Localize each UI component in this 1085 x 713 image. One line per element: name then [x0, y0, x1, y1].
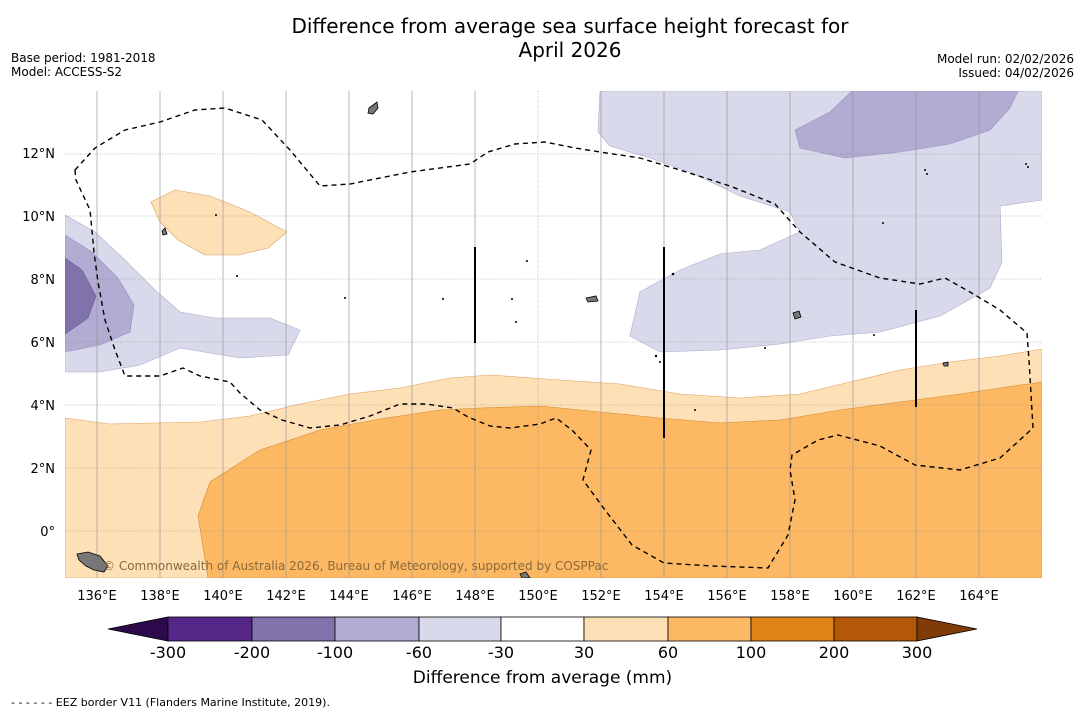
- atoll: [511, 298, 513, 300]
- atoll: [442, 298, 444, 300]
- colorbar-tick: 60: [658, 643, 678, 662]
- meta-left: Base period: 1981-2018 Model: ACCESS-S2: [11, 51, 156, 79]
- colorbar: -300 -200 -100 -60 -30 30 60 100 200 300: [107, 616, 978, 662]
- colorbar-tick: 200: [819, 643, 850, 662]
- base-period: Base period: 1981-2018: [11, 51, 156, 65]
- atoll: [764, 347, 766, 349]
- lat-label: 0°: [40, 525, 55, 540]
- island: [76, 551, 109, 573]
- title-line-1: Difference from average sea surface heig…: [291, 14, 849, 38]
- colorbar-segment: [251, 616, 336, 642]
- lon-label: 146°E: [392, 589, 432, 604]
- atoll: [654, 354, 658, 358]
- atoll: [873, 334, 875, 336]
- atoll: [694, 409, 696, 411]
- colorbar-extend-high: [916, 616, 978, 642]
- lat-label: 8°N: [31, 273, 56, 288]
- lat-label: 4°N: [31, 399, 56, 414]
- map-credit: © Commonwealth of Australia 2026, Bureau…: [103, 559, 608, 573]
- lon-label: 154°E: [644, 589, 684, 604]
- island: [942, 361, 949, 367]
- colorbar-tick: -30: [488, 643, 514, 662]
- island: [367, 101, 379, 115]
- colorbar-extend-low: [107, 616, 169, 642]
- atoll: [1025, 163, 1027, 165]
- colorbar-tick: -60: [406, 643, 432, 662]
- latitude-labels: 12°N 10°N 8°N 6°N 4°N 2°N 0°: [22, 147, 55, 540]
- lon-label: 150°E: [518, 589, 558, 604]
- atoll: [659, 361, 661, 363]
- model-run: Model run: 02/02/2026: [936, 52, 1074, 66]
- colorbar-segment: [750, 616, 835, 642]
- lat-label: 12°N: [22, 147, 55, 162]
- atoll: [926, 173, 928, 175]
- colorbar-tick: -300: [150, 643, 186, 662]
- atoll: [924, 169, 926, 171]
- colorbar-segment: [583, 616, 669, 642]
- island: [161, 227, 168, 236]
- eez-border: [74, 107, 1034, 569]
- lon-label: 136°E: [77, 589, 117, 604]
- lat-label: 6°N: [31, 336, 56, 351]
- colorbar-ticks: -300 -200 -100 -60 -30 30 60 100 200 300: [150, 643, 932, 662]
- anomaly-dark-purple-west: [65, 257, 97, 335]
- colorbar-tick: 300: [902, 643, 933, 662]
- lon-label: 142°E: [266, 589, 306, 604]
- atolls: [215, 163, 1029, 411]
- model-name: Model: ACCESS-S2: [11, 65, 123, 79]
- lat-label: 2°N: [31, 462, 56, 477]
- title-line-2: April 2026: [518, 38, 622, 62]
- colorbar-segment: [418, 616, 502, 642]
- longitude-labels: 136°E 138°E 140°E 142°E 144°E 146°E 148°…: [77, 589, 999, 604]
- latitude-gridlines: [65, 153, 1042, 532]
- lon-label: 152°E: [581, 589, 621, 604]
- colorbar-segment: [500, 616, 585, 642]
- colorbar-segment: [833, 616, 918, 642]
- colorbar-tick: 100: [736, 643, 767, 662]
- lon-label: 144°E: [329, 589, 369, 604]
- lon-label: 156°E: [707, 589, 747, 604]
- anomaly-light-orange-blob: [150, 189, 288, 256]
- atoll: [526, 260, 528, 262]
- anomaly-orange-south: [197, 381, 1042, 578]
- atoll: [215, 214, 217, 216]
- colorbar-tick: 30: [574, 643, 594, 662]
- atoll: [236, 275, 238, 277]
- lon-label: 138°E: [140, 589, 180, 604]
- lon-label: 158°E: [770, 589, 810, 604]
- map-area: © Commonwealth of Australia 2026, Bureau…: [65, 91, 1042, 578]
- marker-lines: [474, 247, 917, 438]
- issued-date: Issued: 04/02/2026: [958, 66, 1074, 80]
- island: [585, 295, 599, 303]
- atoll: [344, 297, 346, 299]
- atoll: [1027, 166, 1029, 168]
- atoll: [882, 222, 884, 224]
- islands: [76, 101, 949, 578]
- island: [792, 310, 802, 320]
- lon-label: 160°E: [833, 589, 873, 604]
- colorbar-tick: -100: [317, 643, 353, 662]
- atoll: [671, 272, 675, 276]
- lon-label: 164°E: [959, 589, 999, 604]
- colorbar-segment: [167, 616, 253, 642]
- colorbar-tick: -200: [234, 643, 270, 662]
- atoll: [515, 321, 517, 323]
- lon-label: 148°E: [455, 589, 495, 604]
- lat-label: 10°N: [22, 210, 55, 225]
- island: [519, 571, 531, 578]
- colorbar-segment: [667, 616, 752, 642]
- anomaly-mid-purple-east: [794, 91, 1019, 159]
- chart-title: Difference from average sea surface heig…: [220, 14, 920, 62]
- anomaly-light-purple-east: [597, 91, 1042, 353]
- colorbar-segment: [334, 616, 420, 642]
- eez-footnote: - - - - - - EEZ border V11 (Flanders Mar…: [11, 696, 330, 709]
- meta-right: Model run: 02/02/2026 Issued: 04/02/2026: [937, 52, 1074, 80]
- colorbar-title: Difference from average (mm): [412, 668, 673, 688]
- lon-label: 140°E: [203, 589, 243, 604]
- lon-label: 162°E: [896, 589, 936, 604]
